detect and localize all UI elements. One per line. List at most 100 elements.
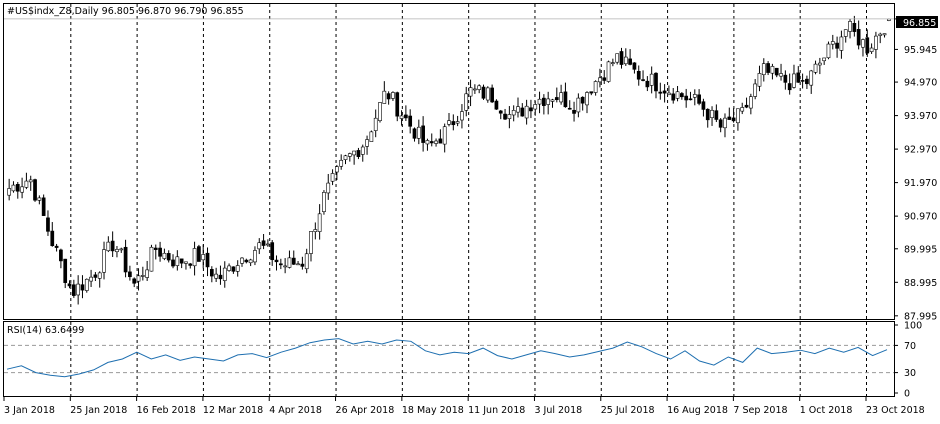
candle-body-bull (266, 243, 270, 246)
candle (516, 97, 520, 118)
candle (149, 244, 154, 272)
candle-body-bear (697, 94, 701, 104)
candle-body-bear (671, 93, 676, 101)
candle-body-bear (451, 121, 456, 126)
candle-body-bull (326, 182, 331, 194)
candle-body-bear (567, 107, 572, 110)
candle-body-bull (399, 115, 404, 119)
rsi-series-line (6, 338, 888, 378)
candle-body-bull (839, 36, 844, 51)
rsi-panel-frame (3, 321, 895, 397)
candle-body-bull (136, 275, 141, 282)
candle-body-bull (28, 179, 33, 183)
candle-body-bull (585, 92, 589, 106)
candle (352, 150, 356, 165)
candle (761, 58, 766, 82)
candle (80, 275, 85, 299)
candle (736, 108, 740, 131)
candle-body-bull (507, 114, 512, 119)
candle (542, 94, 546, 115)
candle-body-bear (59, 249, 63, 262)
candle (848, 18, 852, 39)
x-tick-label: 12 Mar 2018 (203, 405, 263, 416)
candle-body-bull (736, 108, 740, 124)
candle (128, 265, 132, 281)
candle (248, 258, 253, 267)
candle (41, 194, 46, 216)
candle-body-bull (24, 180, 29, 188)
candle-body-bull (201, 254, 206, 261)
candle-body-bear (852, 23, 857, 32)
candle (222, 261, 227, 288)
candle-body-bull (861, 39, 865, 48)
x-tick-label: 18 May 2018 (402, 405, 464, 416)
candle-body-bull (464, 93, 469, 111)
candle (408, 109, 413, 134)
candle (244, 258, 249, 264)
candle (132, 277, 137, 288)
candle (106, 236, 111, 253)
candle-body-bear (80, 284, 85, 291)
candle (369, 130, 374, 142)
candle-body-bear (554, 97, 559, 101)
candle-body-bear (619, 51, 624, 65)
candle-body-bull (792, 73, 796, 88)
candle-body-bear (503, 113, 507, 120)
candle-body-bull (84, 278, 89, 291)
x-tick-label: 3 Jul 2018 (534, 405, 582, 416)
candle-body-bear (481, 86, 486, 99)
candle-body-bear (800, 80, 805, 82)
candle (688, 91, 693, 101)
candle-body-bull (287, 257, 292, 268)
candle (822, 57, 827, 65)
candle (93, 272, 98, 282)
candle-body-bull (649, 73, 654, 86)
candle-body-bear (421, 125, 425, 143)
period-separators (70, 4, 867, 396)
x-tick-label: 11 Jun 2018 (468, 405, 525, 416)
candle-body-bull (145, 269, 149, 278)
candle-body-bull (102, 249, 106, 273)
candle-body-bear (93, 274, 98, 278)
candle-body-bear (153, 247, 158, 250)
candle-body-bear (63, 258, 68, 283)
candle (710, 106, 714, 126)
candle-body-bull (106, 241, 111, 252)
y-tick-label: 88.995 (904, 278, 937, 289)
candle (477, 84, 482, 94)
candle-body-bear (179, 258, 184, 264)
candle (197, 244, 201, 262)
x-tick-label: 4 Apr 2018 (269, 405, 322, 416)
candle (11, 181, 16, 193)
candle-body-bear (796, 72, 801, 83)
candle (869, 43, 874, 54)
candle (856, 20, 861, 50)
candle (580, 96, 585, 111)
candle (46, 210, 50, 236)
candle (658, 82, 663, 100)
candle (54, 243, 59, 252)
candle-body-bear (636, 70, 641, 80)
candle-body-bear (498, 110, 503, 114)
candle-body-bear (688, 98, 693, 101)
candle (839, 30, 844, 59)
candle (727, 107, 732, 120)
candle-body-bull (235, 265, 240, 272)
candle (145, 260, 149, 281)
candle (611, 58, 615, 67)
candle (744, 97, 749, 109)
candle-body-bull (339, 159, 344, 167)
candle-body-bull (184, 261, 188, 264)
candle (766, 61, 770, 76)
candle (76, 275, 81, 305)
candle (434, 138, 438, 147)
candle (278, 258, 283, 270)
candle-body-bear (166, 253, 171, 261)
candle (511, 105, 516, 122)
candle (253, 246, 257, 266)
candle (649, 66, 654, 94)
candle-body-bear (645, 80, 650, 88)
